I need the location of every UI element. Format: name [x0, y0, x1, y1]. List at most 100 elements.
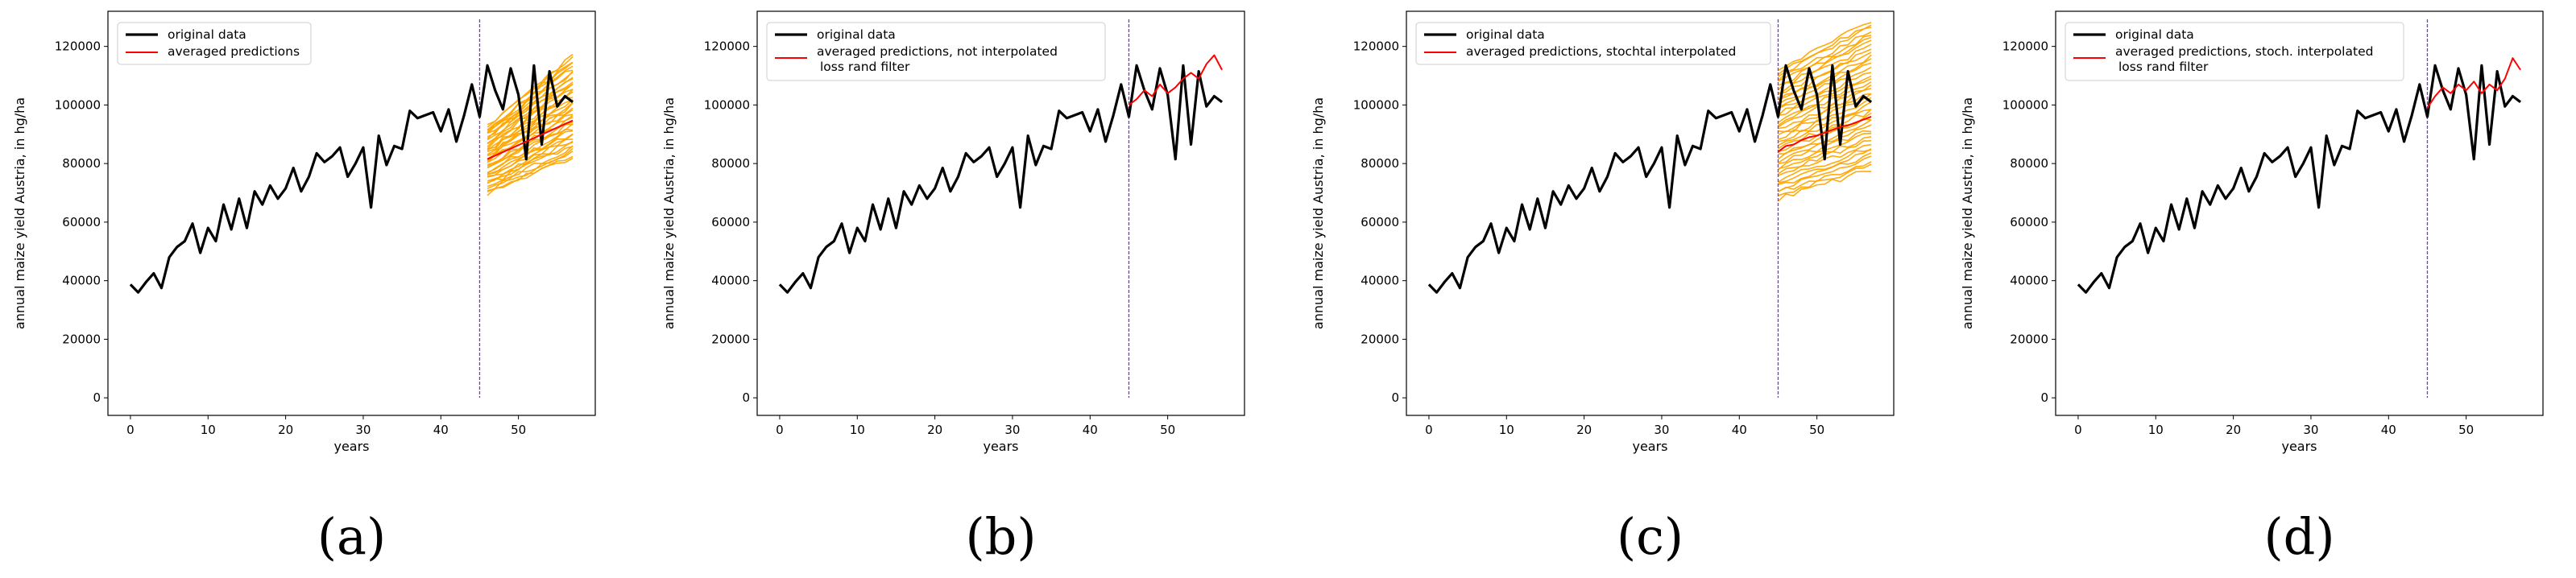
prediction-trajectory [1778, 108, 1872, 150]
x-tick-label: 0 [776, 423, 784, 437]
y-tick-label: 20000 [62, 332, 101, 346]
prediction-trajectory [1777, 81, 1872, 126]
x-tick-label: 50 [1160, 423, 1175, 437]
x-tick-label: 0 [126, 423, 135, 437]
x-tick-label: 10 [2148, 423, 2164, 437]
x-tick-label: 0 [2074, 423, 2082, 437]
subfigure-caption: (d) [2263, 507, 2334, 566]
prediction-trajectory [1777, 72, 1872, 117]
y-tick-label: 40000 [2010, 274, 2048, 288]
prediction-trajectory [1778, 22, 1872, 72]
legend: original data averaged predictions, not i… [766, 22, 1106, 81]
x-axis-label: years [2281, 439, 2317, 454]
y-tick-label: 20000 [711, 332, 750, 346]
prediction-trajectory [487, 157, 574, 196]
legend-box [1415, 22, 1771, 65]
x-tick-label: 20 [1576, 423, 1592, 437]
prediction-trajectory [1778, 66, 1872, 110]
prediction-trajectory [487, 107, 574, 163]
prediction-trajectory [487, 147, 574, 190]
legend-label-prediction-line2: loss rand filter [820, 60, 910, 74]
y-tick-label: 80000 [2010, 156, 2048, 171]
y-tick-label: 40000 [711, 274, 750, 288]
legend: original data averaged predictions, stoch… [2065, 22, 2404, 81]
legend-label-prediction-line2: loss rand filter [2118, 60, 2209, 74]
x-tick-label: 30 [1004, 423, 1020, 437]
prediction-trajectory [1777, 31, 1872, 81]
x-tick-label: 50 [511, 423, 526, 437]
prediction-trajectory [487, 123, 574, 169]
prediction-trajectory [1777, 119, 1872, 160]
y-tick-label: 80000 [711, 156, 750, 171]
prediction-trajectory [1778, 101, 1872, 142]
y-tick-label: 100000 [1353, 97, 1399, 112]
legend-box [2065, 22, 2404, 81]
averaged-predictions-line [1128, 54, 1223, 106]
plot-area [778, 19, 1224, 398]
y-tick-label: 0 [1391, 390, 1399, 405]
prediction-trajectory [1778, 161, 1872, 192]
x-tick-label: 40 [2381, 423, 2396, 437]
legend-label-original: original data [2115, 27, 2194, 42]
original-data-line [2077, 64, 2522, 294]
prediction-trajectory [1778, 43, 1872, 95]
y-tick-label: 60000 [1360, 215, 1399, 229]
legend-label-prediction: averaged predictions, stoch. interpolate… [2115, 44, 2373, 59]
chart-panel-b: 0 10 20 30 40 50 0 20000 40000 60000 80000 100000 12… [661, 10, 1245, 566]
plot-area [2077, 19, 2522, 398]
legend: original data averaged predictions [117, 22, 312, 65]
y-tick-label: 80000 [1360, 156, 1399, 171]
prediction-trajectory [1778, 152, 1872, 185]
prediction-trajectory [487, 123, 574, 174]
prediction-trajectory [1778, 26, 1872, 77]
original-data-line [1427, 64, 1873, 294]
legend-box [766, 22, 1106, 81]
y-tick-label: 20000 [2010, 332, 2048, 346]
averaged-predictions-line [2426, 57, 2521, 109]
y-tick-label: 40000 [62, 274, 101, 288]
x-tick-label: 0 [1425, 423, 1433, 437]
x-tick-label: 10 [850, 423, 865, 437]
x-tick-label: 20 [2226, 423, 2241, 437]
legend-label-prediction: averaged predictions, not interpolated [817, 44, 1058, 59]
legend-label-prediction: averaged predictions [168, 44, 300, 59]
prediction-trajectory [487, 142, 574, 184]
y-tick-label: 100000 [2002, 97, 2048, 112]
y-axis-label: annual maize yield Austria, in hg/ha [1960, 97, 1975, 329]
prediction-trajectory [487, 53, 574, 128]
averaged-predictions-line [487, 119, 574, 160]
prediction-trajectory [487, 61, 574, 130]
averaged-predictions-line [1777, 116, 1872, 153]
prediction-trajectory [1777, 171, 1872, 202]
prediction-trajectory [487, 99, 574, 157]
subfigure-caption: (c) [1617, 507, 1684, 566]
y-tick-label: 60000 [711, 215, 750, 229]
subfigure-caption: (b) [965, 507, 1036, 566]
x-tick-label: 30 [355, 423, 371, 437]
prediction-trajectory [1778, 124, 1872, 163]
plot-area [1427, 19, 1873, 398]
prediction-trajectory [1777, 39, 1872, 91]
prediction-trajectory [1778, 58, 1872, 105]
prediction-trajectory [1777, 24, 1872, 76]
y-tick-label: 120000 [2002, 39, 2048, 54]
y-tick-label: 80000 [62, 156, 101, 171]
y-tick-label: 60000 [2010, 215, 2048, 229]
y-tick-label: 60000 [62, 215, 101, 229]
y-tick-label: 0 [2040, 390, 2048, 405]
y-tick-label: 100000 [704, 97, 750, 112]
x-tick-label: 30 [2303, 423, 2318, 437]
y-tick-label: 120000 [704, 39, 750, 54]
y-tick-label: 120000 [1353, 39, 1399, 54]
legend: original data averaged predictions, stoch… [1415, 22, 1771, 65]
x-tick-label: 40 [1083, 423, 1098, 437]
chart-panel-d: 0 10 20 30 40 50 0 20000 40000 60000 80000 100000 12… [1960, 10, 2544, 566]
prediction-trajectory [487, 138, 574, 178]
chart-panel-a: 0 10 20 30 40 50 0 20000 40000 60000 80000 100000 12… [12, 10, 596, 566]
prediction-trajectory [1778, 84, 1872, 128]
y-tick-label: 100000 [55, 97, 101, 112]
original-data-line [778, 64, 1224, 294]
prediction-trajectory [1778, 62, 1872, 109]
y-axis-label: annual maize yield Austria, in hg/ha [661, 97, 677, 329]
prediction-trajectory [1778, 88, 1872, 130]
